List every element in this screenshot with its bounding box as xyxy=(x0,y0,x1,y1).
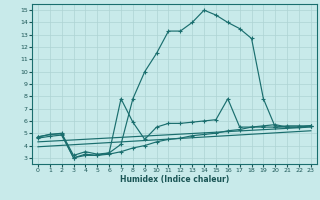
X-axis label: Humidex (Indice chaleur): Humidex (Indice chaleur) xyxy=(120,175,229,184)
